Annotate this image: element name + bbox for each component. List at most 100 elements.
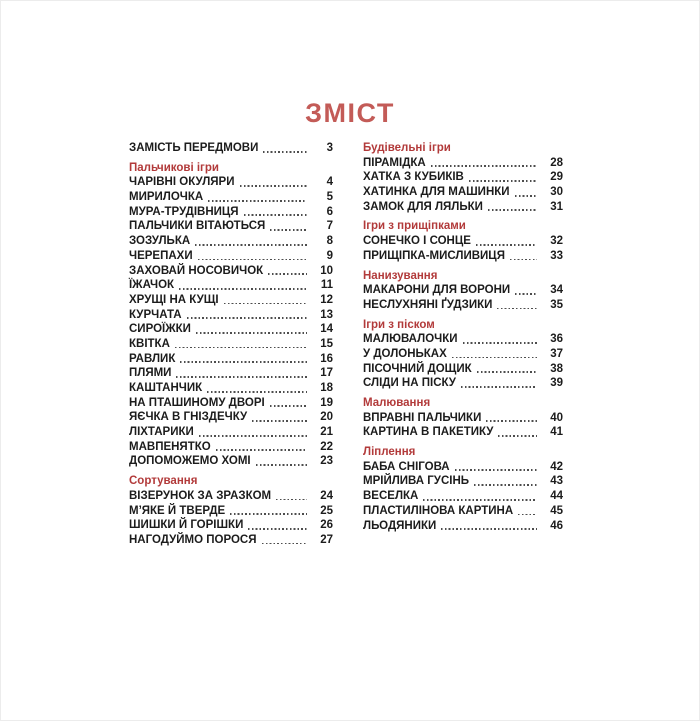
toc-entry: НАГОДУЙМО ПОРОСЯ 27 xyxy=(129,533,333,548)
toc-column-left: ЗАМІСТЬ ПЕРЕДМОВИ 3 Пальчикові ігри ЧАРІВНІ… xyxy=(129,141,333,548)
toc-entry: РАВЛИК 16 xyxy=(129,352,333,367)
toc-entry: ХАТКА З КУБИКІВ 29 xyxy=(363,170,563,185)
entry-page-number: 24 xyxy=(320,489,333,502)
toc-entry: СЛІДИ НА ПІСКУ 39 xyxy=(363,376,563,391)
dotted-leader xyxy=(252,420,307,422)
dotted-leader xyxy=(269,405,307,408)
toc-entry: СОНЕЧКО І СОНЦЕ 32 xyxy=(363,234,563,249)
dotted-leader xyxy=(514,194,537,197)
dotted-leader xyxy=(195,243,307,246)
dotted-leader xyxy=(441,528,537,530)
entry-page-number: 40 xyxy=(550,411,563,424)
toc-entry: СИРОЇЖКИ 14 xyxy=(129,322,333,337)
entry-title: КУРЧАТА xyxy=(129,308,182,321)
section-heading: Ігри з піском xyxy=(363,318,435,331)
dotted-leader xyxy=(263,150,307,153)
entry-page-number: 44 xyxy=(550,490,563,503)
section-heading: Ліплення xyxy=(363,446,416,459)
entry-title: У ДОЛОНЬКАХ xyxy=(363,347,447,360)
dotted-leader xyxy=(230,513,307,515)
dotted-leader xyxy=(174,346,307,349)
entry-title: М’ЯКЕ Й ТВЕРДЕ xyxy=(129,504,226,517)
entry-page-number: 14 xyxy=(320,323,333,336)
section-heading: Нанизування xyxy=(363,269,438,282)
toc-entry: КВІТКА 15 xyxy=(129,337,333,352)
entry-title: МУРА-ТРУДІВНИЦЯ xyxy=(129,205,239,218)
dotted-leader xyxy=(255,464,307,466)
dotted-leader xyxy=(270,229,307,231)
toc-entry: ПІСОЧНИЙ ДОЩИК 38 xyxy=(363,362,563,377)
toc-entry: ВПРАВНІ ПАЛЬЧИКИ 40 xyxy=(363,411,563,426)
dotted-leader xyxy=(195,331,307,334)
dotted-leader xyxy=(268,273,307,275)
entry-title: ПЛЯМИ xyxy=(129,367,172,380)
section-heading: Пальчикові ігри xyxy=(129,161,219,174)
entry-title: ЗОЗУЛЬКА xyxy=(129,235,191,248)
entry-title: КАРТИНА В ПАКЕТИКУ xyxy=(363,426,494,439)
entry-title: ЗАМОК ДЛЯ ЛЯЛЬКИ xyxy=(363,200,483,213)
entry-page-number: 41 xyxy=(550,426,563,439)
toc-entry: ЛІХТАРИКИ 21 xyxy=(129,425,333,440)
entry-title: МИРИЛОЧКА xyxy=(129,191,204,204)
entry-title: БАБА СНІГОВА xyxy=(363,460,450,473)
entry-page-number: 13 xyxy=(320,308,333,321)
dotted-leader xyxy=(207,390,307,393)
dotted-leader xyxy=(223,302,307,305)
dotted-leader xyxy=(430,165,537,168)
dotted-leader xyxy=(248,527,307,530)
toc-entry: ПІРАМІДКА 28 xyxy=(363,156,563,171)
entry-page-number: 9 xyxy=(326,249,333,262)
entry-page-number: 28 xyxy=(550,156,563,169)
dotted-leader xyxy=(198,434,307,437)
toc-entry: ХРУЩІ НА КУЩІ 12 xyxy=(129,293,333,308)
entry-title: МАКАРОНИ ДЛЯ ВОРОНИ xyxy=(363,284,511,297)
toc-entry: ДОПОМОЖЕМО ХОМІ 23 xyxy=(129,454,333,469)
dotted-leader xyxy=(476,371,537,374)
entry-title: ШИШКИ Й ГОРІШКИ xyxy=(129,519,244,532)
entry-page-number: 37 xyxy=(550,347,563,360)
entry-title: НА ПТАШИНОМУ ДВОРІ xyxy=(129,396,265,409)
dotted-leader xyxy=(451,356,537,359)
entry-title: ПЛАСТИЛІНОВА КАРТИНА xyxy=(363,504,514,517)
dotted-leader xyxy=(176,376,307,378)
entry-title: ЛІХТАРИКИ xyxy=(129,426,194,439)
entry-title: ВІЗЕРУНОК ЗА ЗРАЗКОМ xyxy=(129,489,272,502)
section-heading: Малювання xyxy=(363,397,431,409)
entry-title: ЇЖАЧОК xyxy=(129,279,175,292)
dotted-leader xyxy=(487,209,537,212)
toc-entry: ЗАХОВАЙ НОСОВИЧОК 10 xyxy=(129,264,333,279)
entry-title: МАЛЮВАЛОЧКИ xyxy=(363,333,458,346)
page-title: ЗМІСТ xyxy=(305,98,395,128)
entry-title: НАГОДУЙМО ПОРОСЯ xyxy=(129,533,257,546)
dotted-leader xyxy=(497,307,537,310)
toc-entry: ПАЛЬЧИКИ ВІТАЮТЬСЯ 7 xyxy=(129,219,333,234)
entry-title: СЛІДИ НА ПІСКУ xyxy=(363,377,456,390)
toc-entry: МАЛЮВАЛОЧКИ 36 xyxy=(363,332,563,347)
entry-title: ВПРАВНІ ПАЛЬЧИКИ xyxy=(363,411,482,424)
entry-page-number: 7 xyxy=(326,220,333,233)
toc-entry: ЧЕРЕПАХИ 9 xyxy=(129,249,333,264)
entry-page-number: 12 xyxy=(320,293,333,306)
entry-page-number: 39 xyxy=(550,377,563,390)
dotted-leader xyxy=(486,420,537,423)
toc-entry: МУРА-ТРУДІВНИЦЯ 6 xyxy=(129,205,333,220)
toc-entry: КАШТАНЧИК 18 xyxy=(129,381,333,396)
toc-entry: М’ЯКЕ Й ТВЕРДЕ 25 xyxy=(129,504,333,519)
toc-entry: ХАТИНКА ДЛЯ МАШИНКИ 30 xyxy=(363,185,563,200)
toc-entry: БАБА СНІГОВА 42 xyxy=(363,460,563,475)
entry-title: КВІТКА xyxy=(129,337,170,350)
entry-page-number: 15 xyxy=(320,337,333,350)
entry-page-number: 38 xyxy=(550,362,563,375)
toc-entry: У ДОЛОНЬКАХ 37 xyxy=(363,347,563,362)
entry-title: ЧЕРЕПАХИ xyxy=(129,249,193,262)
entry-page-number: 19 xyxy=(320,396,333,409)
entry-title: ЯЄЧКА В ГНІЗДЕЧКУ xyxy=(129,411,248,424)
entry-title: КАШТАНЧИК xyxy=(129,382,203,394)
entry-page-number: 42 xyxy=(550,460,563,473)
dotted-leader xyxy=(208,199,307,202)
toc-entry: МАВПЕНЯТКО 22 xyxy=(129,440,333,455)
toc-entry: ПРИЩІПКА-МИСЛИВИЦЯ 33 xyxy=(363,249,563,264)
section-heading: Ігри з прищіпками xyxy=(363,220,466,233)
dotted-leader xyxy=(518,513,537,516)
entry-page-number: 27 xyxy=(320,533,333,546)
